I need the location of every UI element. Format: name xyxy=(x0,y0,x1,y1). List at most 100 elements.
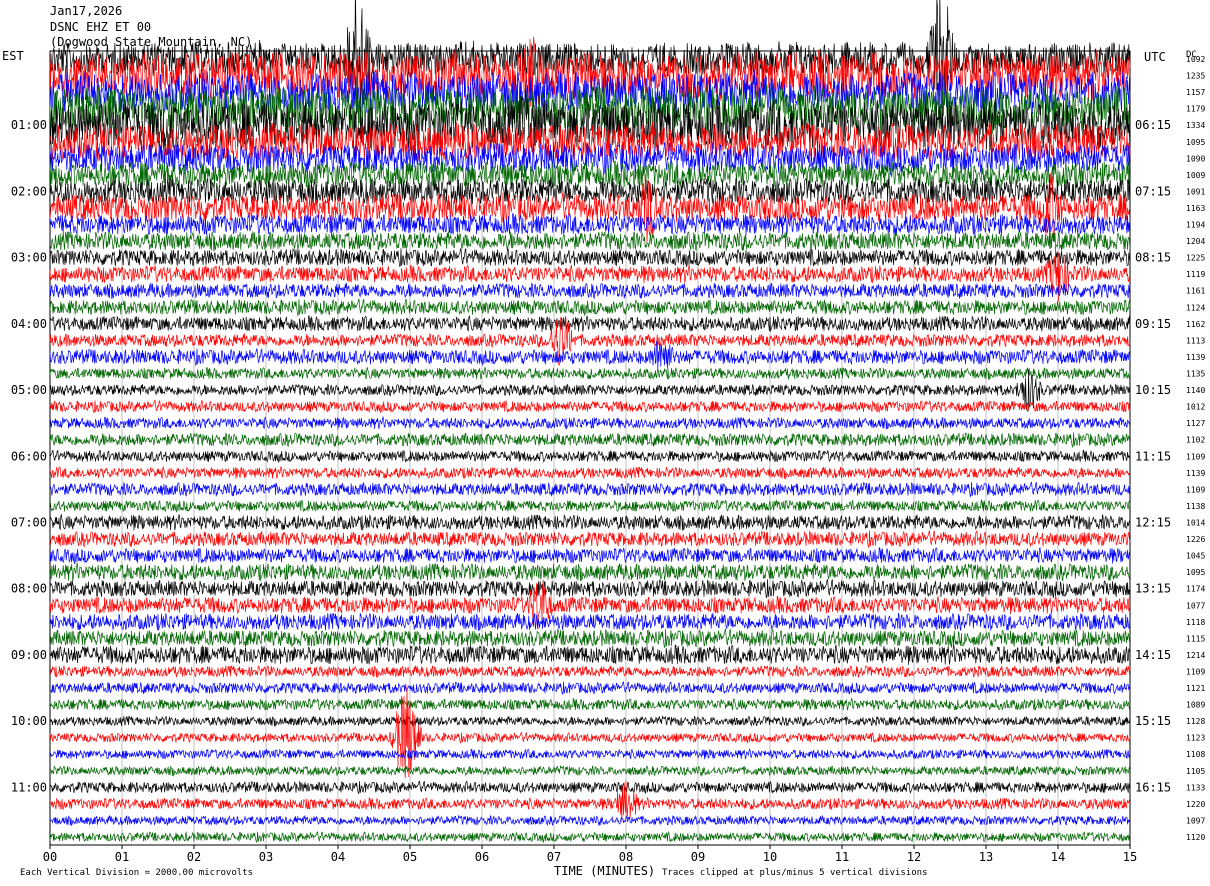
trace-row-37 xyxy=(49,664,1131,679)
x-tick-label: 06 xyxy=(475,850,489,864)
dc-offset-label: 1179 xyxy=(1186,105,1205,114)
dc-offset-label: 1092 xyxy=(1186,55,1205,64)
left-hour-label: 01:00 xyxy=(11,118,47,132)
left-hour-label: 06:00 xyxy=(11,449,47,463)
right-hour-label: 12:15 xyxy=(1135,515,1171,529)
dc-offset-label: 1097 xyxy=(1186,816,1205,825)
trace-row-40 xyxy=(49,715,1131,728)
trace-row-12 xyxy=(49,247,1131,268)
right-hour-label: 06:15 xyxy=(1135,118,1171,132)
trace-row-38 xyxy=(49,681,1131,696)
dc-offset-label: 1120 xyxy=(1186,833,1205,842)
dc-offset-label: 1162 xyxy=(1186,320,1205,329)
location-label: (Dogwood State Mountain, NC) xyxy=(50,35,253,49)
right-timezone-label: UTC xyxy=(1144,50,1166,64)
trace-row-7 xyxy=(49,160,1131,189)
right-hour-label: 08:15 xyxy=(1135,251,1171,265)
trace-row-17 xyxy=(49,316,1131,366)
x-tick-label: 02 xyxy=(187,850,201,864)
dc-offset-label: 1089 xyxy=(1186,701,1205,710)
trace-row-3 xyxy=(49,83,1131,134)
right-hour-label: 14:15 xyxy=(1135,648,1171,662)
trace-row-31 xyxy=(49,562,1131,582)
trace-row-27 xyxy=(49,499,1131,513)
trace-row-39 xyxy=(49,697,1131,711)
station-label: DSNC EHZ ET 00 xyxy=(50,20,152,34)
left-hour-label: 03:00 xyxy=(11,251,47,265)
trace-row-28 xyxy=(49,513,1131,531)
trace-row-23 xyxy=(49,432,1131,449)
dc-offset-label: 1118 xyxy=(1186,618,1205,627)
left-hour-label: 08:00 xyxy=(11,582,47,596)
trace-row-8 xyxy=(49,177,1131,206)
left-hour-label: 11:00 xyxy=(11,780,47,794)
dc-offset-label: 1115 xyxy=(1186,634,1205,643)
dc-offset-label: 1012 xyxy=(1186,403,1205,412)
dc-offset-label: 1138 xyxy=(1186,502,1205,511)
trace-row-11 xyxy=(49,231,1131,252)
right-hour-label: 07:15 xyxy=(1135,184,1171,198)
dc-offset-label: 1014 xyxy=(1186,518,1205,527)
right-hour-label: 11:15 xyxy=(1135,449,1171,463)
left-hour-label: 10:00 xyxy=(11,714,47,728)
trace-row-47 xyxy=(49,831,1131,844)
scale-note: Each Vertical Division = 2000.00 microvo… xyxy=(20,868,253,878)
trace-row-5 xyxy=(49,121,1131,162)
dc-offset-label: 1220 xyxy=(1186,800,1205,809)
trace-row-24 xyxy=(49,449,1131,463)
trace-row-36 xyxy=(49,643,1130,665)
x-tick-label: 09 xyxy=(691,850,705,864)
dc-offset-label: 1123 xyxy=(1186,734,1205,743)
trace-row-33 xyxy=(49,579,1131,630)
trace-row-25 xyxy=(49,465,1131,480)
x-tick-label: 05 xyxy=(403,850,417,864)
trace-row-13 xyxy=(49,247,1131,302)
left-timezone-label: EST xyxy=(2,49,24,63)
trace-row-19 xyxy=(49,366,1131,381)
left-hour-label: 07:00 xyxy=(11,515,47,529)
x-tick-label: 01 xyxy=(115,850,129,864)
trace-row-10 xyxy=(49,213,1131,236)
dc-offset-label: 1194 xyxy=(1186,221,1205,230)
left-hour-label: 04:00 xyxy=(11,317,47,331)
dc-offset-label: 1204 xyxy=(1186,237,1205,246)
dc-offset-label: 1109 xyxy=(1186,452,1205,461)
x-tick-label: 03 xyxy=(259,850,273,864)
dc-offset-label: 1174 xyxy=(1186,585,1205,594)
trace-row-9 xyxy=(49,172,1131,245)
x-tick-label: 08 xyxy=(619,850,633,864)
left-hour-label: 05:00 xyxy=(11,383,47,397)
trace-row-43 xyxy=(49,764,1131,777)
trace-row-42 xyxy=(49,748,1131,760)
trace-row-20 xyxy=(49,369,1131,413)
date-label: Jan17,2026 xyxy=(50,4,123,18)
x-tick-label: 12 xyxy=(907,850,921,864)
dc-offset-label: 1127 xyxy=(1186,419,1205,428)
x-tick-label: 04 xyxy=(331,850,345,864)
dc-offset-label: 1090 xyxy=(1186,154,1205,163)
trace-row-15 xyxy=(49,298,1131,317)
trace-row-16 xyxy=(49,314,1131,332)
trace-row-44 xyxy=(49,780,1131,795)
trace-row-30 xyxy=(49,546,1131,564)
trace-row-32 xyxy=(49,578,1131,599)
dc-offset-label: 1128 xyxy=(1186,717,1205,726)
x-tick-label: 00 xyxy=(43,850,57,864)
right-hour-label: 15:15 xyxy=(1135,714,1171,728)
dc-offset-label: 1139 xyxy=(1186,469,1205,478)
dc-offset-label: 1077 xyxy=(1186,601,1205,610)
trace-row-6 xyxy=(49,141,1131,176)
trace-row-35 xyxy=(49,628,1131,648)
dc-offset-label: 1163 xyxy=(1186,204,1205,213)
dc-offset-label: 1225 xyxy=(1186,254,1205,263)
dc-offset-label: 1121 xyxy=(1186,684,1205,693)
x-tick-label: 13 xyxy=(979,850,993,864)
dc-offset-label: 1091 xyxy=(1186,187,1205,196)
dc-offset-label: 1124 xyxy=(1186,303,1205,312)
dc-offset-label: 1334 xyxy=(1186,121,1205,130)
trace-row-21 xyxy=(49,399,1131,414)
dc-offset-label: 1102 xyxy=(1186,436,1205,445)
left-hour-label: 02:00 xyxy=(11,184,47,198)
right-hour-label: 10:15 xyxy=(1135,383,1171,397)
dc-offset-label: 1105 xyxy=(1186,767,1205,776)
